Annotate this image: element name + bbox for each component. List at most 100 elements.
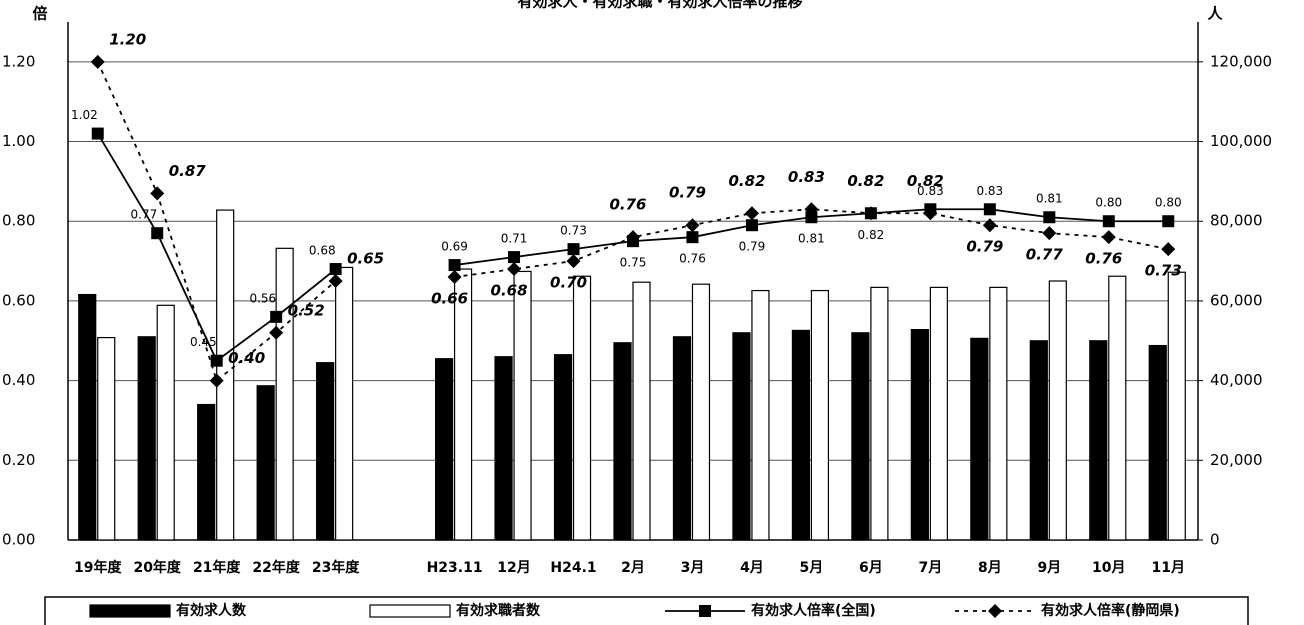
- bar: [316, 362, 335, 541]
- bar: [989, 286, 1008, 541]
- bar: [1089, 340, 1108, 541]
- bar: [513, 270, 532, 541]
- point: [567, 243, 580, 256]
- point: [982, 218, 997, 233]
- y2-tick-label: 60,000: [1210, 291, 1263, 309]
- bar: [732, 332, 751, 541]
- bar: [1167, 271, 1186, 541]
- point: [269, 325, 284, 340]
- point: [1102, 215, 1115, 228]
- bar: [453, 268, 473, 541]
- y2-tick-label: 80,000: [1210, 212, 1263, 230]
- y2-tick-label: 0: [1210, 531, 1220, 549]
- bar: [97, 336, 116, 541]
- point: [90, 54, 105, 69]
- point: [447, 270, 462, 285]
- point: [1162, 215, 1175, 228]
- data-label: 0.68: [309, 244, 336, 258]
- bar: [910, 329, 929, 541]
- data-label: 0.73: [1145, 262, 1182, 280]
- data-label: 0.82: [847, 172, 884, 190]
- point: [744, 206, 759, 221]
- data-label: 0.82: [907, 172, 944, 190]
- bar: [672, 336, 692, 541]
- data-label: 0.82: [858, 228, 885, 242]
- legend-box: [44, 596, 1249, 625]
- y2-axis-label: 人: [1207, 5, 1223, 23]
- x-tick-label: 7月: [918, 560, 942, 576]
- bar: [791, 329, 811, 541]
- y-tick-label: 0.60: [2, 291, 35, 309]
- x-tick-label: H24.1: [550, 560, 596, 576]
- x-tick-label: 22年度: [252, 559, 300, 576]
- bar: [434, 358, 454, 541]
- data-label: 0.73: [560, 224, 587, 238]
- legend-swatch: [89, 604, 171, 618]
- point: [151, 227, 164, 240]
- data-label: 0.65: [347, 250, 384, 268]
- legend-label: 有効求職者数: [456, 602, 541, 619]
- data-label: 0.80: [1155, 196, 1182, 210]
- x-tick-label: 5月: [800, 560, 824, 576]
- data-label: 0.79: [739, 240, 766, 254]
- bar: [691, 283, 711, 541]
- y-tick-label: 0.40: [2, 371, 35, 389]
- data-label: 0.40: [228, 349, 265, 367]
- x-tick-label: 8月: [978, 560, 1002, 576]
- point: [1043, 211, 1056, 224]
- point: [508, 251, 521, 264]
- x-tick-label: 12月: [497, 560, 530, 576]
- bar: [572, 275, 592, 541]
- point: [210, 354, 223, 367]
- x-tick-label: 19年度: [74, 559, 122, 576]
- line: [96, 61, 337, 383]
- bar: [810, 289, 830, 541]
- data-label: 0.80: [1095, 196, 1122, 210]
- y-axis-label: 倍: [32, 5, 47, 23]
- bar: [851, 332, 870, 541]
- point: [686, 231, 699, 244]
- bar: [929, 286, 948, 541]
- bar: [335, 266, 354, 541]
- x-tick-label: 9月: [1037, 560, 1061, 576]
- legend-label: 有効求人倍率(全国): [751, 602, 876, 619]
- point: [329, 263, 342, 276]
- y2-tick-label: 20,000: [1210, 451, 1263, 469]
- point: [983, 203, 996, 216]
- bar: [137, 336, 156, 541]
- data-label: 0.56: [249, 291, 276, 305]
- bar: [216, 209, 235, 541]
- bar: [197, 403, 216, 541]
- bar: [632, 281, 651, 541]
- data-label: 0.79: [966, 238, 1003, 256]
- point: [626, 230, 640, 245]
- point: [1042, 226, 1057, 241]
- data-label: 1.20: [109, 30, 146, 48]
- data-label: 0.81: [1036, 192, 1063, 206]
- data-label: 0.75: [620, 256, 647, 270]
- x-tick-label: 2月: [621, 560, 645, 576]
- y2-tick-label: 120,000: [1210, 52, 1272, 70]
- data-label: 0.76: [679, 252, 706, 266]
- bar: [1108, 275, 1127, 541]
- y2-tick-label: 40,000: [1210, 371, 1263, 389]
- bar: [751, 289, 770, 541]
- point: [805, 211, 818, 224]
- y-tick-label: 0.20: [2, 451, 35, 469]
- bar: [1029, 340, 1048, 541]
- bar: [1048, 280, 1067, 541]
- point: [270, 310, 283, 323]
- data-label: 0.83: [976, 184, 1003, 198]
- data-label: 0.66: [431, 290, 468, 308]
- data-label: 0.83: [917, 184, 944, 198]
- x-tick-label: 10月: [1092, 560, 1125, 576]
- data-label: 0.45: [190, 335, 217, 349]
- y-tick-label: 1.20: [2, 52, 35, 70]
- point: [804, 202, 819, 217]
- bar: [494, 356, 513, 541]
- point: [745, 219, 758, 232]
- data-label: 0.71: [501, 232, 528, 246]
- y-tick-label: 0.00: [2, 531, 35, 549]
- data-label: 0.69: [441, 240, 468, 254]
